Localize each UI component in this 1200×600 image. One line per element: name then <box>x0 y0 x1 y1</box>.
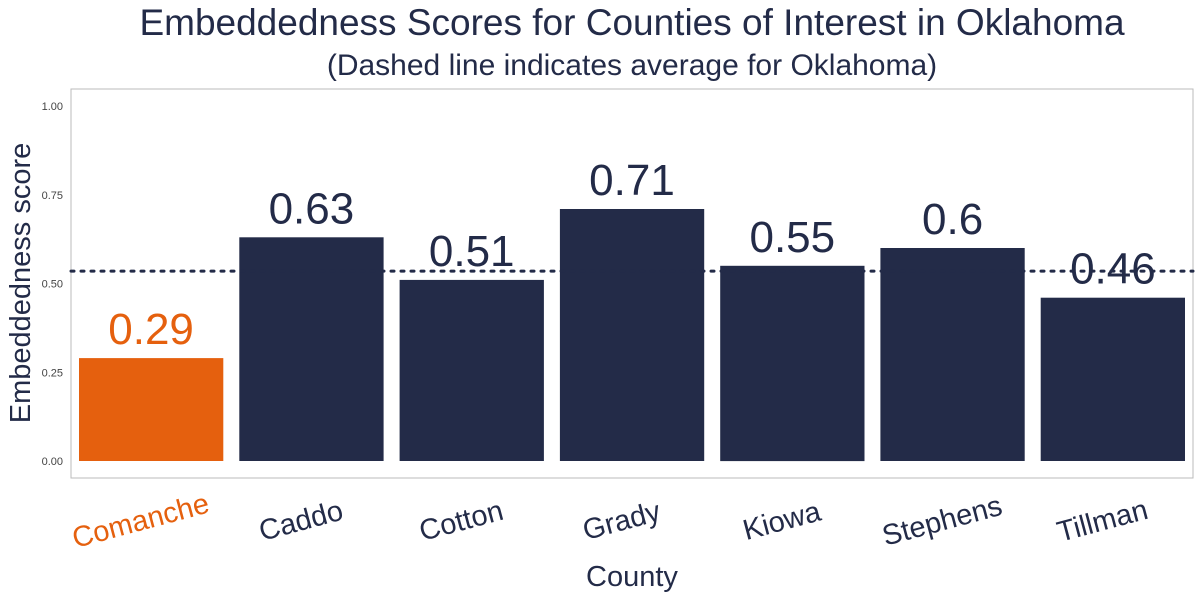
y-tick-label: 1.00 <box>42 101 63 113</box>
y-tick-label: 0.00 <box>42 456 63 468</box>
data-label-tillman: 0.46 <box>1070 245 1156 294</box>
x-axis-title: County <box>586 561 678 593</box>
x-tick-grady: Grady <box>579 496 664 547</box>
x-tick-stephens: Stephens <box>879 490 1006 553</box>
y-tick-label: 0.75 <box>42 190 63 202</box>
bar-comanche <box>79 358 224 461</box>
data-label-stephens: 0.6 <box>922 195 983 244</box>
bar-stephens <box>880 248 1025 461</box>
x-tick-kiowa: Kiowa <box>740 495 825 547</box>
data-label-comanche: 0.29 <box>108 305 194 354</box>
x-axis-ticks: Comanche Caddo Cotton Grady Kiowa Stephens Til… <box>69 488 1151 555</box>
x-tick-caddo: Caddo <box>256 495 347 548</box>
y-tick-label: 0.50 <box>42 279 63 291</box>
x-tick-comanche: Comanche <box>69 488 213 555</box>
y-axis-ticks: 0.00 0.25 0.50 0.75 1.00 <box>42 101 63 468</box>
bar-kiowa <box>720 265 865 462</box>
data-label-kiowa: 0.55 <box>749 213 835 262</box>
data-label-caddo: 0.63 <box>269 184 355 233</box>
chart-subtitle: (Dashed line indicates average for Oklah… <box>327 49 937 82</box>
data-label-cotton: 0.51 <box>429 227 515 276</box>
bar-cotton <box>399 279 544 461</box>
x-tick-tillman: Tillman <box>1054 494 1152 549</box>
x-tick-cotton: Cotton <box>416 495 507 548</box>
y-axis-title: Embeddedness score <box>5 143 37 424</box>
bar-grady <box>559 209 705 461</box>
data-labels-layer: 0.29 0.63 0.51 0.71 0.55 0.6 0.46 <box>108 156 1155 354</box>
bar-caddo <box>239 237 384 461</box>
chart-title: Embeddedness Scores for Counties of Inte… <box>139 2 1125 43</box>
y-tick-label: 0.25 <box>42 367 63 379</box>
bars-layer <box>79 209 1185 462</box>
data-label-grady: 0.71 <box>589 156 675 205</box>
plot-panel <box>70 88 1194 479</box>
bar-tillman <box>1040 297 1185 461</box>
